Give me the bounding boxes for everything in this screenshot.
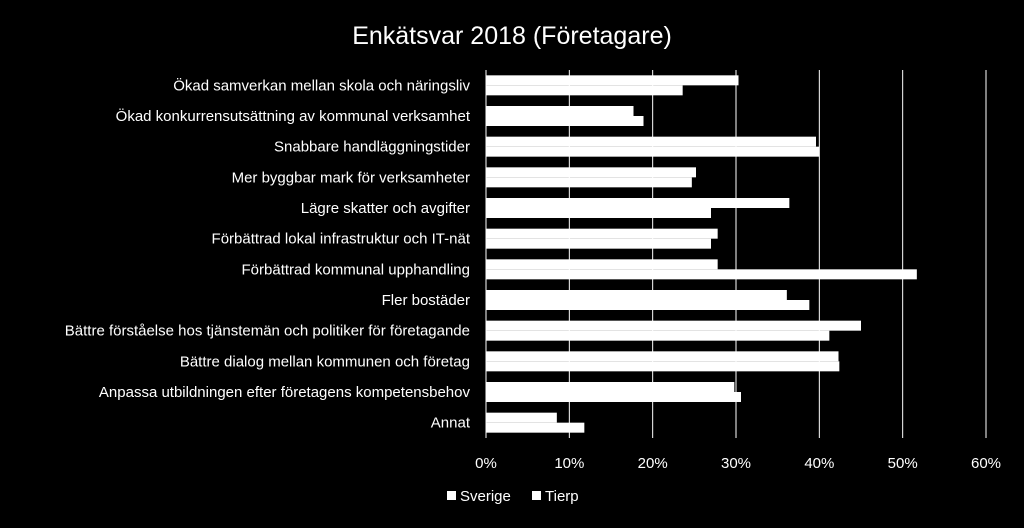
x-tick-label: 50%: [888, 455, 918, 472]
category-label: Mer byggbar mark för verksamheter: [232, 169, 470, 186]
bar-tierp: [486, 330, 830, 341]
category-label: Lägre skatter och avgifter: [301, 200, 470, 217]
bar-tierp: [486, 300, 810, 310]
bar-sverige: [486, 320, 861, 331]
bar-sverige: [486, 136, 816, 147]
bar-tierp: [486, 392, 741, 402]
bar-sverige: [486, 382, 735, 392]
gridlines: [485, 70, 987, 438]
category-label: Annat: [431, 415, 471, 432]
bar-sverige: [486, 198, 790, 208]
bar-tierp: [486, 269, 917, 280]
category-label: Snabbare handläggningstider: [274, 139, 470, 156]
bar-tierp: [486, 361, 840, 372]
category-label: Ökad konkurrensutsättning av kommunal ve…: [116, 107, 471, 125]
bar-sverige: [486, 412, 557, 423]
x-tick-label: 10%: [554, 455, 584, 472]
bar-sverige: [486, 290, 787, 300]
legend-label: Sverige: [460, 488, 511, 505]
bar-tierp: [486, 422, 585, 433]
legend-label: Tierp: [545, 488, 579, 505]
bar-tierp: [486, 177, 692, 188]
bar-tierp: [486, 116, 644, 126]
category-labels: Ökad samverkan mellan skola och näringsl…: [65, 76, 471, 431]
x-tick-labels: 0% 10% 20% 30% 40% 50% 60%: [475, 455, 1001, 472]
bar-sverige: [486, 351, 839, 362]
category-label: Ökad samverkan mellan skola och näringsl…: [173, 76, 470, 94]
bar-tierp: [486, 85, 683, 96]
bar-sverige: [486, 167, 696, 178]
legend-swatch: [532, 491, 541, 500]
bar-sverige: [486, 106, 634, 116]
category-label: Bättre dialog mellan kommunen och företa…: [180, 353, 470, 370]
bar-tierp: [486, 146, 820, 157]
bar-sverige: [486, 259, 718, 270]
category-label: Bättre förståelse hos tjänstemän och pol…: [65, 323, 470, 340]
x-tick-label: 40%: [804, 455, 834, 472]
x-tick-label: 0%: [475, 455, 497, 472]
bar-sverige: [486, 75, 739, 86]
category-label: Fler bostäder: [382, 292, 470, 309]
legend: Sverige Tierp: [447, 488, 579, 505]
category-label: Förbättrad lokal infrastruktur och IT-nä…: [212, 231, 471, 248]
bar-tierp: [486, 238, 711, 249]
category-label: Förbättrad kommunal upphandling: [242, 261, 470, 278]
bar-tierp: [486, 208, 711, 218]
x-tick-label: 60%: [971, 455, 1001, 472]
bar-sverige: [486, 228, 718, 239]
x-tick-label: 20%: [638, 455, 668, 472]
x-tick-label: 30%: [721, 455, 751, 472]
legend-swatch: [447, 491, 456, 500]
chart-title: Enkätsvar 2018 (Företagare): [352, 22, 672, 50]
bars: [486, 75, 917, 433]
category-label: Anpassa utbildningen efter företagens ko…: [99, 384, 471, 401]
